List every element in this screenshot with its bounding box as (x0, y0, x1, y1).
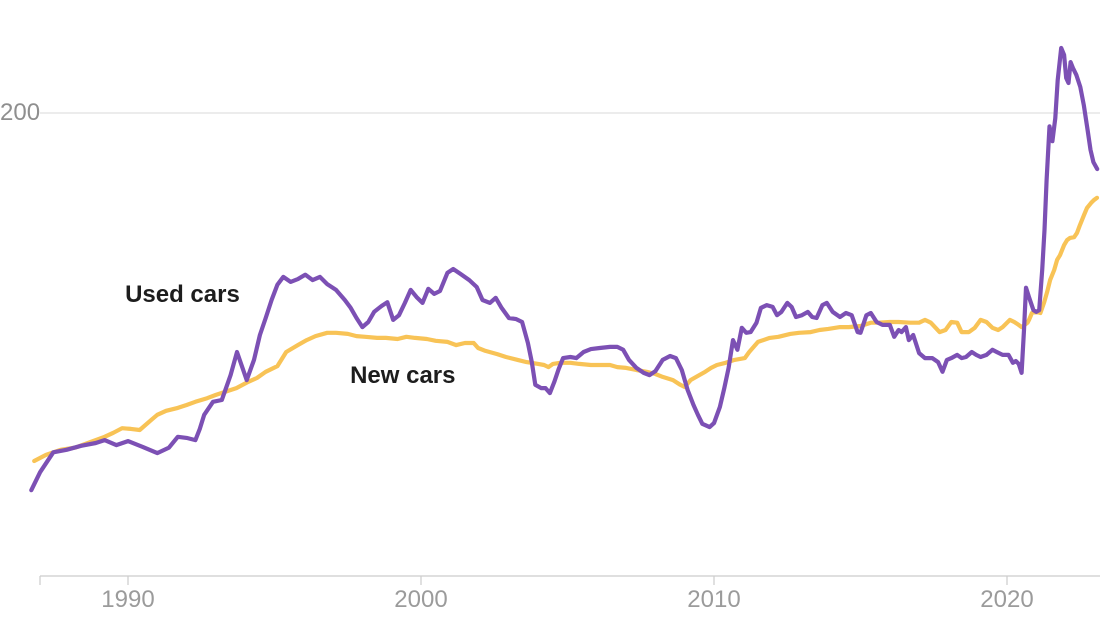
x-tick-label-2020: 2020 (980, 586, 1034, 613)
x-tick-label-1990: 1990 (101, 586, 155, 613)
new-cars-line (32, 195, 1100, 464)
x-tick-label-2000: 2000 (394, 586, 448, 613)
series-label-new-cars: New cars (350, 362, 456, 390)
series-label-used-cars: Used cars (125, 281, 240, 309)
used-cars-line (29, 45, 1100, 493)
y-axis-gridline-label: 200 (0, 99, 41, 126)
x-tick-label-2010: 2010 (687, 586, 741, 613)
